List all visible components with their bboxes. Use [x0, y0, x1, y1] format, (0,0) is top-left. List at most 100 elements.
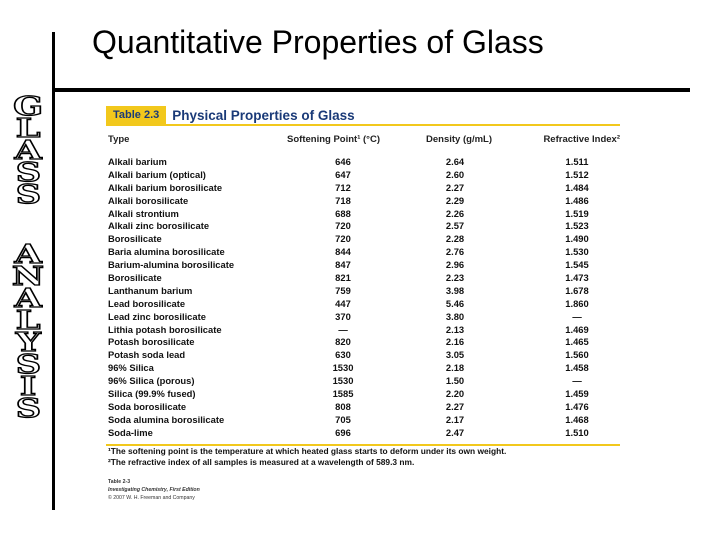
source-label: Table 2-3 [108, 478, 131, 485]
cell-refractive-index: 1.459 [565, 388, 589, 400]
cell-softening-point: 630 [335, 349, 351, 361]
column-header-refractive-index: Refractive Index² [543, 133, 620, 145]
cell-density: 2.64 [445, 156, 465, 167]
footnote-refractive-index: ²The refractive index of all samples is … [108, 456, 415, 467]
cell-softening-point: 820 [335, 336, 351, 348]
side-letter: S [14, 158, 41, 188]
side-letter: I [19, 372, 37, 402]
cell-density: 2.18 [445, 362, 465, 374]
cell-density: 2.57 [445, 220, 465, 232]
column-header-type: Type [108, 133, 130, 145]
table-bottom-rule [106, 443, 620, 446]
cell-softening-point: 847 [335, 259, 351, 271]
cell-refractive-index: 1.473 [565, 272, 589, 284]
table-row: Lead borosilicate 447 5.46 1.860 [106, 298, 620, 311]
cell-type: Soda alumina borosilicate [108, 413, 225, 425]
table-row: Alkali barium borosilicate 712 2.27 1.484 [106, 182, 620, 195]
cell-density: 2.20 [445, 388, 465, 400]
table-row: Borosilicate 720 2.28 1.490 [106, 233, 620, 246]
side-letter: L [15, 306, 41, 336]
cell-density: 2.27 [445, 181, 465, 193]
table-row: Lanthanum barium 759 3.98 1.678 [106, 285, 620, 298]
source-book: Investigating Chemistry, First Edition [108, 486, 200, 493]
cell-refractive-index: 1.560 [565, 349, 589, 361]
cell-type: Silica (99.9% fused) [108, 388, 196, 400]
cell-softening-point: 844 [335, 246, 351, 258]
cell-type: Potash soda lead [108, 349, 186, 361]
table-row: Lithia potash borosilicate — 2.13 1.469 [106, 324, 620, 337]
table-row: Lead zinc borosilicate 370 3.80 — [106, 311, 620, 324]
cell-density: 3.80 [445, 310, 465, 322]
table-row: Alkali strontium 688 2.26 1.519 [106, 208, 620, 221]
cell-refractive-index: 1.486 [565, 194, 589, 206]
cell-softening-point: 688 [335, 207, 351, 219]
side-letter: S [14, 394, 41, 424]
cell-type: Barium-alumina borosilicate [108, 259, 235, 271]
cell-refractive-index: 1.511 [565, 156, 589, 167]
cell-refractive-index: 1.510 [565, 426, 589, 438]
table-row: Barium-alumina borosilicate 847 2.96 1.545 [106, 259, 620, 272]
cell-refractive-index: 1.530 [565, 246, 589, 258]
cell-refractive-index: — [572, 375, 582, 387]
cell-softening-point: 759 [335, 284, 351, 296]
cell-refractive-index: 1.468 [565, 413, 589, 425]
side-letter: A [13, 284, 42, 314]
table-row: Alkali barium 646 2.64 1.511 [106, 156, 620, 169]
vertical-divider [52, 32, 55, 510]
side-letter: S [14, 180, 41, 210]
table-row: Silica (99.9% fused) 1585 2.20 1.459 [106, 388, 620, 401]
cell-type: 96% Silica [108, 362, 154, 374]
cell-softening-point: 370 [335, 310, 351, 322]
cell-type: Baria alumina borosilicate [108, 246, 225, 258]
cell-refractive-index: 1.476 [565, 400, 589, 412]
column-header-softening-point: Softening Point¹ (°C) [287, 133, 380, 145]
table-body: Alkali barium 646 2.64 1.511 Alkali barium (… [106, 152, 620, 440]
cell-refractive-index: 1.484 [565, 181, 589, 193]
footnote-softening-point: ¹The softening point is the temperature … [108, 445, 507, 456]
cell-softening-point: 718 [335, 194, 351, 206]
cell-softening-point: 447 [335, 297, 351, 309]
cell-type: Borosilicate [108, 272, 162, 284]
cell-density: 2.16 [445, 336, 465, 348]
cell-softening-point: 712 [335, 181, 351, 193]
cell-softening-point: 720 [335, 220, 351, 232]
cell-type: Alkali strontium [108, 207, 179, 219]
table-row: Baria alumina borosilicate 844 2.76 1.530 [106, 246, 620, 259]
cell-refractive-index: 1.519 [565, 207, 589, 219]
cell-softening-point: 647 [335, 168, 351, 180]
cell-softening-point: 705 [335, 413, 351, 425]
column-header-density: Density (g/mL) [426, 133, 492, 145]
table-row: Alkali barium (optical) 647 2.60 1.512 [106, 169, 620, 182]
table-caption: Table 2.3 Physical Properties of Glass [106, 106, 620, 124]
side-letter: Y [15, 328, 42, 358]
cell-density: 2.47 [445, 426, 465, 438]
cell-density: 2.26 [445, 207, 465, 219]
cell-type: Borosilicate [108, 233, 162, 245]
side-letter: G [12, 92, 44, 122]
cell-type: Alkali barium borosilicate [108, 181, 223, 193]
table-row: Soda borosilicate 808 2.27 1.476 [106, 401, 620, 414]
table-row: Soda-lime 696 2.47 1.510 [106, 427, 620, 440]
source-copyright: © 2007 W. H. Freeman and Company [108, 494, 195, 501]
table-row: 96% Silica 1530 2.18 1.458 [106, 362, 620, 375]
cell-softening-point: 1530 [332, 362, 354, 374]
cell-softening-point: 696 [335, 426, 351, 438]
cell-density: 2.13 [445, 323, 465, 335]
cell-refractive-index: 1.545 [565, 259, 589, 271]
table-row: 96% Silica (porous) 1530 1.50 — [106, 375, 620, 388]
cell-density: 2.27 [445, 400, 465, 412]
table-row: Soda alumina borosilicate 705 2.17 1.468 [106, 414, 620, 427]
side-letter: A [13, 136, 42, 166]
cell-type: Alkali zinc borosilicate [108, 220, 210, 232]
cell-type: Lithia potash borosilicate [108, 323, 222, 335]
cell-softening-point: 821 [335, 272, 351, 284]
cell-density: 3.05 [445, 349, 465, 361]
cell-softening-point: 1530 [332, 375, 354, 387]
cell-density: 2.23 [445, 272, 465, 284]
cell-density: 2.96 [445, 259, 465, 271]
cell-softening-point: 720 [335, 233, 351, 245]
cell-refractive-index: 1.490 [565, 233, 589, 245]
properties-table: Table 2.3 Physical Properties of Glass T… [106, 106, 620, 502]
cell-refractive-index: 1.678 [565, 284, 589, 296]
